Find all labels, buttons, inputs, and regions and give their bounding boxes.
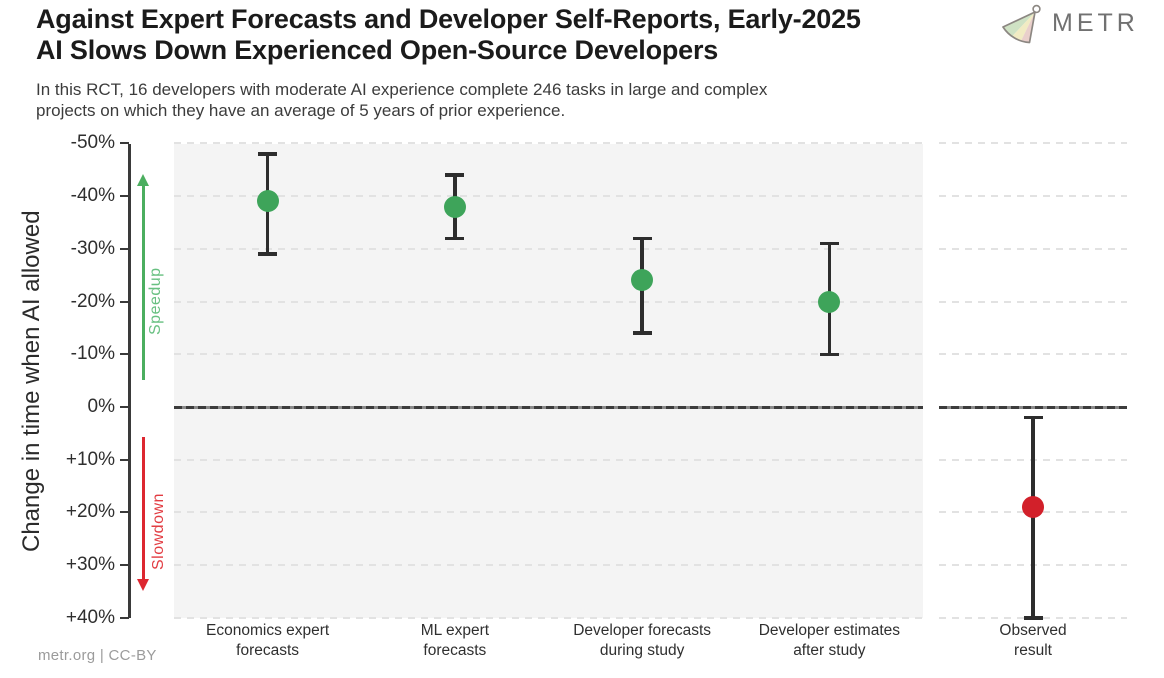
gridline-main [174, 300, 923, 303]
y-axis-tick [120, 247, 129, 250]
y-axis-tick [120, 511, 129, 514]
category-label: Observed result [999, 622, 1067, 659]
gridline-side [939, 195, 1127, 198]
gridline-main [174, 247, 923, 250]
page-title: Against Expert Forecasts and Developer S… [36, 4, 861, 65]
slowdown-arrow-icon [137, 579, 149, 591]
speedup-arrow [141, 186, 145, 380]
data-point-forecast [443, 195, 466, 218]
gridline-main [174, 195, 923, 198]
y-axis-tick-label: -40% [70, 185, 115, 207]
y-axis-tick [120, 458, 129, 461]
data-point-forecast [256, 190, 279, 213]
category-label: Economics expert forecasts [206, 622, 330, 659]
y-axis-tick [120, 406, 129, 408]
plot-area-main [174, 144, 923, 618]
y-axis-tick-label: +20% [65, 501, 115, 523]
gridline-main [174, 564, 923, 567]
y-axis-tick-label: +30% [65, 554, 115, 576]
error-bar-cap-top [819, 241, 839, 246]
gridline-main [174, 511, 923, 514]
zero-line-main [174, 405, 923, 409]
data-point-forecast [631, 269, 654, 292]
y-axis-tick-label: -50% [70, 132, 115, 154]
y-axis-title: Change in time when AI allowed [18, 210, 45, 552]
y-axis-tick [120, 300, 129, 303]
y-axis-tick-label: -30% [70, 237, 115, 259]
y-axis-tick-label: -20% [70, 290, 115, 312]
error-bar-cap-top [1023, 415, 1043, 420]
category-label: Developer forecasts during study [573, 622, 712, 659]
slowdown-label: Slowdown [150, 493, 167, 570]
metr-logo-text: METR [1052, 9, 1139, 37]
speedup-label: Speedup [147, 267, 164, 335]
y-axis-tick [120, 353, 129, 356]
y-axis-tick-label: -10% [70, 343, 115, 365]
y-axis-tick-label: +10% [65, 448, 115, 470]
gridline-side [939, 247, 1127, 250]
y-axis-tick [120, 195, 129, 198]
y-axis-tick [120, 616, 129, 619]
y-axis-tick [120, 142, 129, 145]
category-label: Developer estimates after study [758, 622, 901, 659]
metr-logo: METR [999, 2, 1164, 44]
error-bar-cap-top [632, 236, 652, 240]
page-subtitle: In this RCT, 16 developers with moderate… [36, 80, 768, 120]
error-bar-cap-top [445, 173, 465, 177]
error-bar-cap-bottom [819, 352, 839, 357]
gridline-main [174, 458, 923, 461]
gridline-side [939, 353, 1127, 356]
y-axis-tick-label: +40% [65, 606, 115, 628]
gridline-side [939, 300, 1127, 303]
error-bar-cap-bottom [632, 331, 652, 335]
credit-text: metr.org | CC-BY [38, 647, 157, 664]
zero-line-side [939, 405, 1127, 409]
y-axis-line [128, 144, 131, 618]
slowdown-arrow [141, 437, 145, 580]
gridline-main [174, 142, 923, 145]
error-bar-cap-bottom [445, 236, 465, 240]
gridline-main [174, 616, 923, 619]
speedup-arrow-icon [137, 174, 149, 186]
gridline-main [174, 353, 923, 356]
error-bar-cap-bottom [258, 252, 278, 256]
gridline-side [939, 142, 1127, 145]
y-axis-tick-label: 0% [87, 396, 115, 417]
y-axis-tick [120, 564, 129, 567]
data-point-observed [1022, 496, 1044, 519]
data-point-forecast [818, 290, 841, 313]
error-bar-cap-bottom [1023, 616, 1043, 620]
metr-logo-icon [1002, 4, 1041, 44]
error-bar-cap-top [258, 152, 278, 156]
category-label: ML expert forecasts [420, 622, 490, 659]
